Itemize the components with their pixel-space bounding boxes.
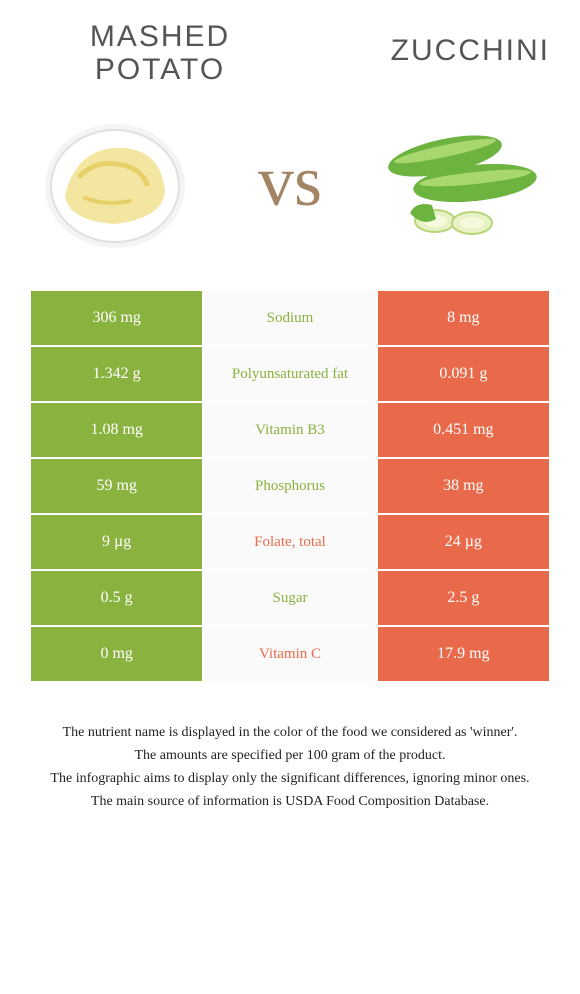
nutrient-label: Phosphorus bbox=[203, 458, 376, 514]
right-value: 24 µg bbox=[377, 514, 550, 570]
right-food-title: Zucchini bbox=[290, 20, 550, 67]
nutrient-label: Sodium bbox=[203, 290, 376, 346]
images-row: vs bbox=[30, 96, 550, 266]
table-row: 0 mgVitamin C17.9 mg bbox=[30, 626, 550, 682]
table-row: 0.5 gSugar2.5 g bbox=[30, 570, 550, 626]
nutrient-label: Polyunsaturated fat bbox=[203, 346, 376, 402]
nutrient-label: Sugar bbox=[203, 570, 376, 626]
vs-label: vs bbox=[258, 145, 322, 217]
nutrient-label: Vitamin C bbox=[203, 626, 376, 682]
nutrient-table: 306 mgSodium8 mg1.342 gPolyunsaturated f… bbox=[30, 290, 550, 682]
left-value: 1.08 mg bbox=[30, 402, 203, 458]
mashed-potato-image bbox=[30, 106, 200, 256]
left-value: 0 mg bbox=[30, 626, 203, 682]
left-value: 59 mg bbox=[30, 458, 203, 514]
footnote-line: The amounts are specified per 100 gram o… bbox=[40, 745, 540, 766]
footnote-line: The infographic aims to display only the… bbox=[40, 768, 540, 789]
right-value: 38 mg bbox=[377, 458, 550, 514]
left-food-title: Mashed potato bbox=[30, 20, 290, 86]
table-row: 9 µgFolate, total24 µg bbox=[30, 514, 550, 570]
left-value: 0.5 g bbox=[30, 570, 203, 626]
footnote-line: The main source of information is USDA F… bbox=[40, 791, 540, 812]
table-row: 1.08 mgVitamin B30.451 mg bbox=[30, 402, 550, 458]
left-value: 1.342 g bbox=[30, 346, 203, 402]
right-value: 0.091 g bbox=[377, 346, 550, 402]
right-value: 0.451 mg bbox=[377, 402, 550, 458]
right-value: 17.9 mg bbox=[377, 626, 550, 682]
footnote-line: The nutrient name is displayed in the co… bbox=[40, 722, 540, 743]
nutrient-label: Folate, total bbox=[203, 514, 376, 570]
right-value: 2.5 g bbox=[377, 570, 550, 626]
table-row: 59 mgPhosphorus38 mg bbox=[30, 458, 550, 514]
left-value: 306 mg bbox=[30, 290, 203, 346]
nutrient-label: Vitamin B3 bbox=[203, 402, 376, 458]
footnotes: The nutrient name is displayed in the co… bbox=[30, 722, 550, 812]
left-value: 9 µg bbox=[30, 514, 203, 570]
zucchini-image bbox=[380, 106, 550, 256]
right-value: 8 mg bbox=[377, 290, 550, 346]
table-row: 1.342 gPolyunsaturated fat0.091 g bbox=[30, 346, 550, 402]
table-row: 306 mgSodium8 mg bbox=[30, 290, 550, 346]
